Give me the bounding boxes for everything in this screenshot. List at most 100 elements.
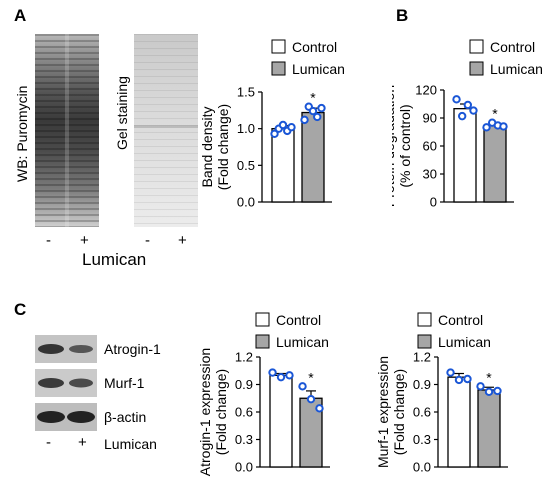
data-point — [493, 386, 502, 396]
data-point — [268, 368, 277, 377]
data-point — [306, 394, 316, 404]
data-point — [278, 120, 288, 130]
murf-expression-chart: Control Lumican 0.0 0.3 0.6 0.9 1.2 Murf-1 expr… — [375, 312, 508, 475]
protein-degradation-chart: Control Lumican 0 30 60 90 120 Protein degradat… — [392, 39, 543, 210]
data-point — [285, 371, 294, 380]
significance-marker: * — [486, 369, 492, 385]
y-axis-label-line1: Band density — [200, 107, 215, 188]
y-axis-label-line2: (Fold change) — [215, 104, 231, 190]
significance-marker: * — [310, 90, 316, 106]
y-tick-label: 0.6 — [413, 405, 431, 420]
lane-plus-c: + — [78, 434, 87, 451]
legend-swatch-0 — [255, 312, 270, 327]
puromycin-blot-label: WB: Puromycin — [14, 85, 30, 182]
band-density-chart: Control Lumican 0.0 0.5 1.0 1.5 Band density (F… — [200, 39, 345, 210]
legend-label-0: Control — [438, 312, 483, 328]
murf-blot-image — [35, 369, 97, 397]
panel-c-letter: C — [14, 300, 27, 319]
data-point — [499, 122, 508, 131]
y-tick-label: 0.9 — [413, 377, 431, 392]
data-point — [457, 111, 467, 121]
legend-label-1: Lumican — [276, 334, 329, 350]
gel-staining-label: Gel staining — [114, 76, 130, 150]
y-tick-label: 0.3 — [235, 432, 253, 447]
bar-control — [269, 374, 293, 468]
bar-control — [453, 108, 477, 203]
legend-swatch-1 — [417, 334, 432, 349]
data-point — [308, 106, 318, 116]
beta-actin-blot-image — [35, 403, 97, 431]
data-point — [276, 372, 286, 382]
lane-plus-gel: + — [178, 232, 187, 249]
y-tick-label: 1.5 — [237, 85, 255, 100]
bar-control — [447, 376, 471, 468]
treatment-label-a: Lumican — [82, 250, 147, 269]
data-point — [482, 123, 491, 132]
y-axis-label-line2: (% of control) — [397, 104, 413, 187]
y-tick-label: 0.3 — [413, 432, 431, 447]
puromycin-blot-image — [35, 34, 99, 227]
y-axis-label-line2: (Fold change) — [391, 369, 407, 455]
legend-swatch-1 — [271, 61, 286, 76]
y-axis-label-line2: (Fold change) — [213, 369, 229, 455]
y-tick-label: 0 — [430, 195, 437, 210]
atrogin-blot-image — [35, 335, 97, 363]
y-axis-label-line1: Murf-1 expression — [375, 356, 391, 468]
data-point — [476, 382, 485, 391]
y-tick-label: 0.0 — [235, 460, 253, 475]
y-tick-label: 0.0 — [413, 460, 431, 475]
legend-label-1: Lumican — [490, 61, 543, 77]
significance-marker: * — [492, 106, 498, 122]
bar-lumican — [483, 124, 507, 203]
data-point — [454, 375, 464, 385]
data-point — [313, 112, 322, 122]
lane-minus-puro: - — [46, 232, 51, 249]
bar-lumican — [301, 111, 325, 203]
beta-actin-blot-label: β-actin — [104, 409, 147, 425]
data-point — [446, 368, 455, 377]
legend-swatch-1 — [469, 61, 484, 76]
y-tick-label: 0.0 — [237, 195, 255, 210]
legend-label-0: Control — [490, 39, 535, 55]
y-axis-label-line1: Protein degradation — [392, 85, 397, 207]
murf-blot-label: Murf-1 — [104, 375, 145, 391]
panel-b-letter: B — [396, 6, 409, 25]
data-point — [315, 404, 324, 413]
data-point — [298, 382, 307, 391]
atrogin-blot-label: Atrogin-1 — [104, 341, 161, 357]
y-tick-label: 1.2 — [413, 350, 431, 365]
treatment-label-c: Lumican — [104, 436, 157, 452]
y-tick-label: 30 — [423, 167, 437, 182]
legend-swatch-0 — [417, 312, 432, 327]
data-point — [452, 95, 461, 104]
data-point — [300, 115, 309, 125]
gel-staining-image — [134, 34, 198, 227]
data-point — [270, 129, 279, 139]
significance-marker: * — [308, 369, 314, 385]
y-tick-label: 60 — [423, 139, 437, 154]
y-tick-label: 120 — [415, 83, 437, 98]
bar-control — [271, 128, 295, 203]
data-point — [484, 387, 494, 397]
data-point — [287, 123, 296, 132]
y-tick-label: 1.0 — [237, 121, 255, 136]
legend-swatch-1 — [255, 334, 270, 349]
legend-label-0: Control — [276, 312, 321, 328]
data-point — [463, 100, 473, 110]
lane-minus-gel: - — [145, 232, 150, 249]
legend-label-1: Lumican — [292, 61, 345, 77]
y-tick-label: 0.9 — [235, 377, 253, 392]
panel-a-letter: A — [14, 6, 27, 25]
atrogin-expression-chart: Control Lumican 0.0 0.3 0.6 0.9 1.2 Atrogin-1 e… — [197, 312, 330, 476]
legend-swatch-0 — [469, 39, 484, 54]
legend-label-1: Lumican — [438, 334, 491, 350]
data-point — [469, 106, 478, 115]
y-axis-label-line1: Atrogin-1 expression — [197, 348, 213, 476]
legend-swatch-0 — [271, 39, 286, 54]
y-tick-label: 1.2 — [235, 350, 253, 365]
lane-plus-puro: + — [80, 232, 89, 249]
data-point — [463, 374, 472, 384]
legend-label-0: Control — [292, 39, 337, 55]
lane-minus-c: - — [46, 434, 51, 451]
y-tick-label: 0.6 — [235, 405, 253, 420]
